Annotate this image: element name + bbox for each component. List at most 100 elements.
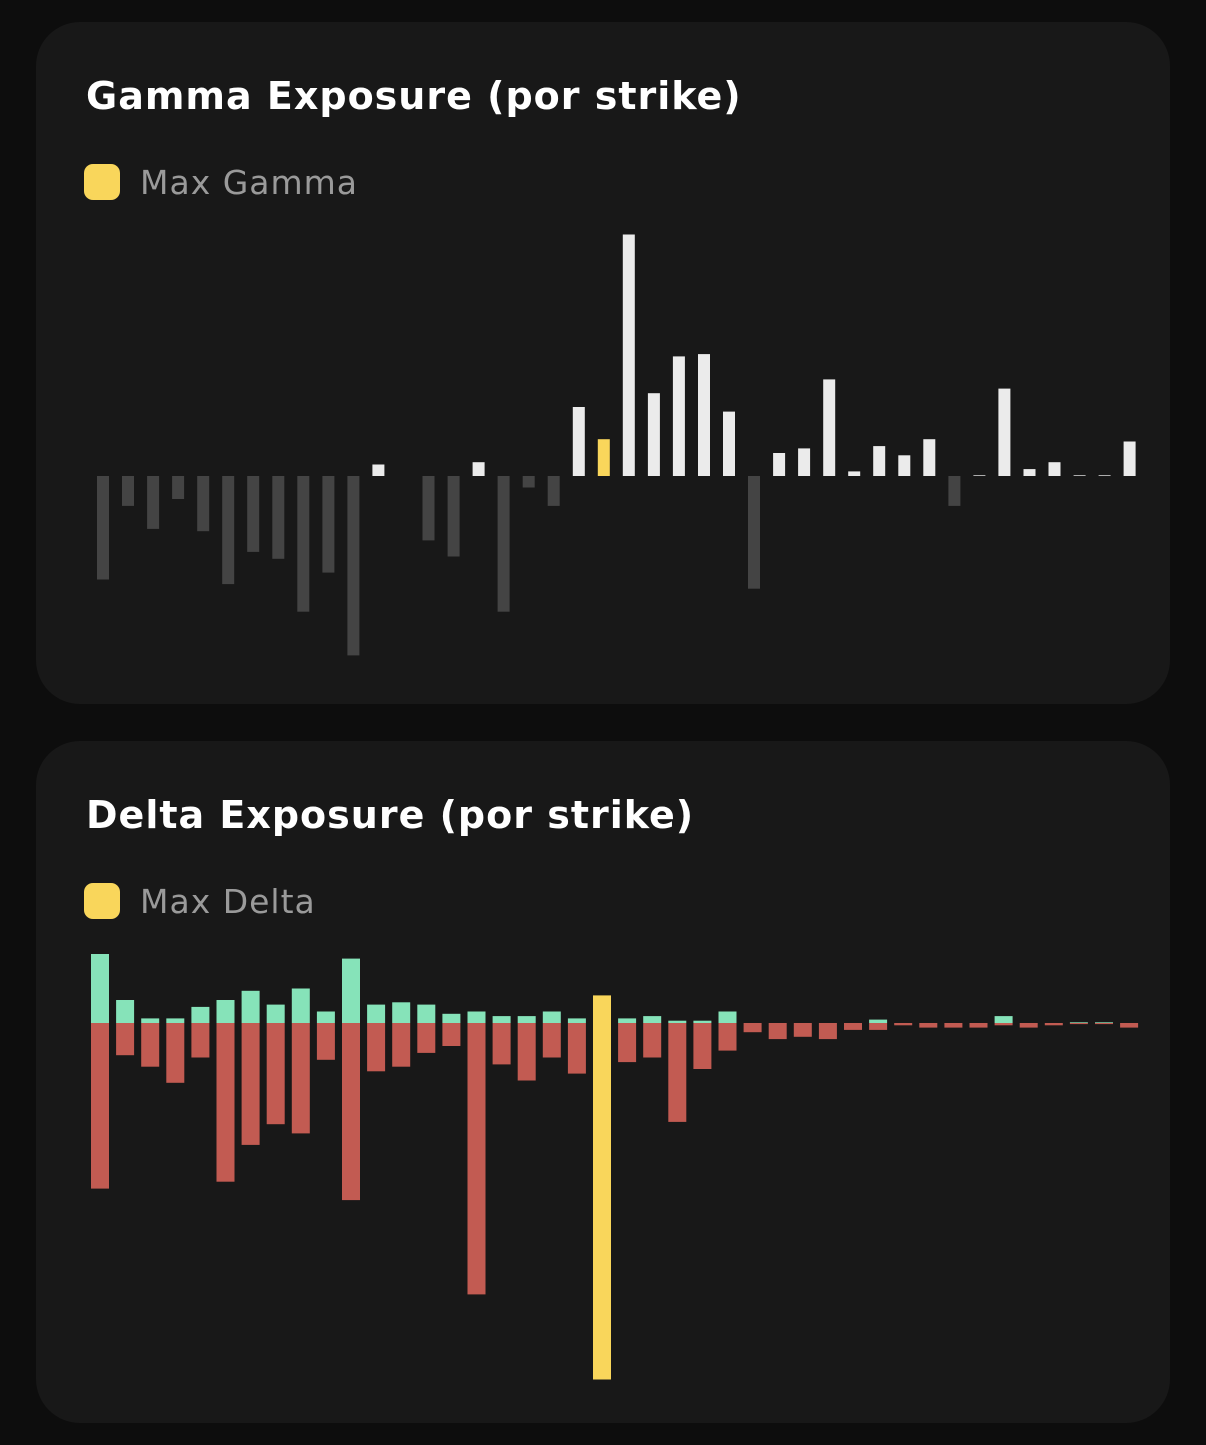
- gamma-bar: [147, 476, 160, 529]
- delta-negative-bar: [442, 1023, 461, 1046]
- gamma-bar: [848, 471, 861, 476]
- gamma-bar: [297, 476, 310, 612]
- gamma-bar: [873, 446, 886, 476]
- gamma-bar: [572, 407, 585, 476]
- gamma-bar: [447, 476, 460, 557]
- delta-negative-bar: [316, 1023, 335, 1060]
- gamma-bar: [672, 356, 685, 476]
- delta-negative-bar: [718, 1023, 737, 1051]
- max-delta-legend-swatch: [84, 883, 120, 919]
- delta-positive-bar: [693, 1020, 712, 1023]
- gamma-bar: [798, 448, 811, 476]
- delta-positive-bar: [392, 1002, 411, 1023]
- delta-positive-bar: [869, 1019, 888, 1023]
- delta-positive-bar: [266, 1004, 285, 1023]
- delta-negative-bar: [844, 1023, 862, 1030]
- gamma-bar: [472, 462, 485, 476]
- delta-negative-bar: [417, 1023, 436, 1053]
- delta-legend: Max Delta: [84, 881, 316, 921]
- delta-positive-bar: [718, 1011, 737, 1023]
- delta-positive-bar: [116, 1000, 135, 1023]
- gamma-bar: [698, 354, 710, 476]
- delta-negative-bar: [693, 1023, 712, 1069]
- delta-negative-bar: [367, 1023, 386, 1072]
- gamma-bar: [748, 476, 760, 589]
- max-gamma-bar: [597, 439, 610, 476]
- delta-positive-bar: [1095, 1022, 1113, 1023]
- gamma-chart-title: Gamma Exposure (por strike): [86, 74, 742, 118]
- delta-positive-bar: [643, 1016, 662, 1023]
- gamma-bar: [422, 476, 435, 541]
- gamma-exposure-card: Gamma Exposure (por strike) Max Gamma: [36, 22, 1170, 704]
- delta-positive-bar: [517, 1016, 536, 1023]
- gamma-bar: [1098, 475, 1111, 476]
- delta-negative-bar: [1095, 1023, 1113, 1025]
- delta-negative-bar: [342, 1023, 360, 1201]
- gamma-legend: Max Gamma: [84, 162, 358, 202]
- gamma-bar: [97, 476, 109, 580]
- delta-positive-bar: [542, 1011, 561, 1023]
- delta-bar-chart: [91, 954, 1139, 1380]
- gamma-bar: [372, 464, 385, 476]
- delta-negative-bar: [392, 1023, 411, 1067]
- delta-exposure-card: Delta Exposure (por strike) Max Delta: [36, 741, 1170, 1423]
- delta-positive-bar: [316, 1011, 335, 1023]
- delta-negative-bar: [768, 1023, 787, 1040]
- delta-negative-bar: [116, 1023, 135, 1056]
- delta-negative-bar: [894, 1023, 913, 1026]
- delta-positive-bar: [91, 954, 109, 1023]
- delta-negative-bar: [542, 1023, 561, 1058]
- max-delta-legend-label: Max Delta: [140, 881, 316, 921]
- gamma-bar: [1123, 441, 1136, 476]
- delta-positive-bar: [417, 1004, 436, 1023]
- delta-chart-title: Delta Exposure (por strike): [86, 793, 695, 837]
- delta-positive-bar: [492, 1016, 511, 1023]
- delta-positive-bar: [467, 1011, 486, 1023]
- delta-positive-bar: [618, 1018, 637, 1023]
- gamma-bar: [322, 476, 335, 573]
- gamma-bar: [973, 475, 986, 476]
- gamma-bar: [622, 234, 635, 476]
- delta-positive-bar: [442, 1013, 461, 1023]
- delta-positive-bar: [342, 958, 360, 1023]
- delta-negative-bar: [266, 1023, 285, 1125]
- delta-negative-bar: [166, 1023, 185, 1083]
- delta-negative-bar: [291, 1023, 310, 1134]
- max-gamma-legend-label: Max Gamma: [140, 162, 359, 202]
- gamma-bar: [247, 476, 260, 552]
- delta-negative-bar: [492, 1023, 511, 1065]
- delta-negative-bar: [517, 1023, 536, 1081]
- gamma-bar: [998, 388, 1011, 476]
- delta-negative-bar: [141, 1023, 160, 1067]
- delta-negative-bar: [1120, 1023, 1139, 1028]
- delta-negative-bar: [994, 1023, 1013, 1026]
- gamma-bar-chart: [97, 234, 1136, 656]
- gamma-bar: [948, 476, 961, 506]
- delta-positive-bar: [668, 1020, 687, 1023]
- delta-negative-bar: [1019, 1023, 1038, 1028]
- delta-positive-bar: [141, 1018, 160, 1023]
- gamma-bar: [497, 476, 510, 612]
- delta-negative-bar: [618, 1023, 637, 1063]
- delta-negative-bar: [869, 1023, 888, 1030]
- delta-negative-bar: [467, 1023, 486, 1295]
- gamma-bar: [547, 476, 560, 506]
- gamma-bar: [898, 455, 911, 476]
- gamma-bar: [723, 411, 735, 476]
- max-delta-bar: [593, 995, 611, 1380]
- gamma-bar: [1048, 462, 1061, 476]
- gamma-bar: [647, 393, 660, 476]
- gamma-bar: [172, 476, 185, 499]
- gamma-bar: [122, 476, 134, 506]
- delta-negative-bar: [944, 1023, 963, 1028]
- delta-positive-bar: [994, 1016, 1013, 1023]
- delta-negative-bar: [191, 1023, 210, 1058]
- delta-negative-bar: [818, 1023, 837, 1040]
- delta-negative-bar: [216, 1023, 235, 1182]
- delta-negative-bar: [668, 1023, 687, 1122]
- gamma-bar: [773, 453, 786, 476]
- delta-positive-bar: [291, 988, 310, 1023]
- gamma-bar: [222, 476, 235, 585]
- gamma-bar: [823, 379, 836, 476]
- delta-positive-bar: [216, 1000, 235, 1023]
